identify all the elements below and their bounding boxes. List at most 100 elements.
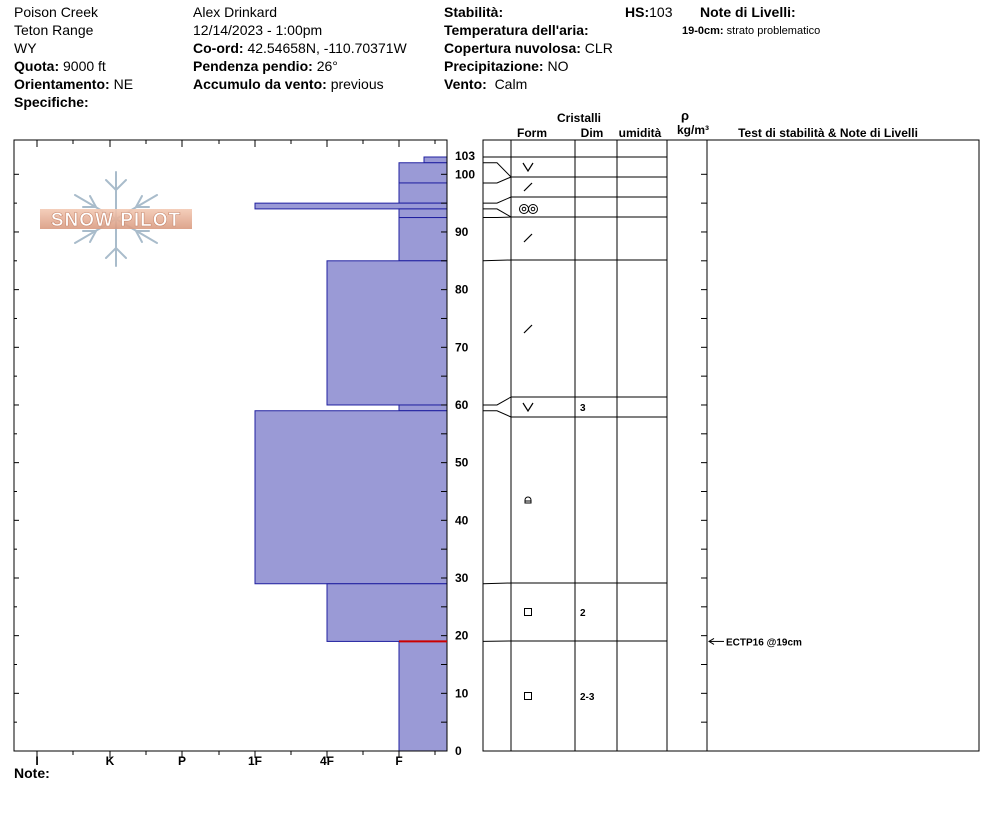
depth-connector	[483, 196, 512, 204]
layer-table: 3 2 2-3 ECTP16 @19cm	[482, 139, 980, 752]
notes-row: Note:	[14, 765, 50, 781]
col-header-crystals: Cristalli	[557, 111, 601, 125]
hardness-label: 4F	[320, 754, 334, 768]
observer: Alex Drinkard	[193, 4, 278, 20]
hardness-label: P	[178, 754, 186, 768]
hardness-bar	[254, 202, 448, 210]
crystal-row: 2-3	[524, 692, 595, 703]
crystal-row: 3	[522, 402, 586, 414]
decomposing-icon	[523, 233, 533, 243]
wind-loading-row: Accumulo da vento: previous	[193, 76, 384, 92]
logo-text: SNOW PILOT	[51, 210, 181, 231]
depth-label: 20	[455, 629, 469, 643]
wind-row: Vento: Calm	[444, 76, 528, 92]
decomposing-icon	[523, 324, 533, 334]
col-header-moisture: umidità	[619, 126, 662, 140]
depth-connector	[483, 208, 512, 218]
layer-note-row: 19-0cm: strato problematico	[682, 22, 820, 40]
depth-connector	[483, 162, 512, 178]
col-header-form: Form	[517, 126, 547, 140]
depth-label: 40	[455, 513, 469, 527]
coord-row: Co-ord: 42.54658N, -110.70371W	[193, 40, 407, 56]
state: WY	[14, 40, 37, 56]
depth-label: 80	[455, 283, 469, 297]
hardness-bars	[254, 156, 448, 752]
layer-notes-title: Note di Livelli:	[700, 4, 796, 20]
depth-label: 60	[455, 398, 469, 412]
graupel-icon	[519, 204, 529, 214]
hardness-label: 1F	[248, 754, 262, 768]
aspect-row: Orientamento: NE	[14, 76, 134, 92]
col-header-dim: Dim	[581, 126, 604, 140]
cloud-value: CLR	[584, 40, 613, 56]
depth-connector	[483, 410, 512, 418]
faceted-icon	[524, 692, 532, 700]
hardness-bar	[398, 217, 448, 262]
crystal-row: 2	[524, 608, 586, 619]
hardness-frame	[13, 139, 448, 752]
depth-axis: 0 10 20 30 40 50 60 70 80 90 100 103	[14, 149, 707, 758]
air-temp-row: Temperatura dell'aria:	[444, 22, 589, 38]
datetime: 12/14/2023 - 1:00pm	[193, 22, 323, 38]
depth-hoar-icon	[522, 162, 534, 173]
crystal-row	[523, 233, 533, 243]
hardness-label: I	[35, 754, 38, 768]
crystal-row	[524, 496, 532, 504]
depth-connector	[482, 582, 512, 585]
layer-boundaries	[482, 156, 667, 642]
slope-row: Pendenza pendio: 26°	[193, 58, 338, 74]
precip-row: Precipitazione: NO	[444, 58, 569, 74]
depth-label: 10	[455, 686, 469, 700]
graupel-icon	[521, 206, 527, 212]
hardness-bar	[398, 182, 448, 204]
location: Poison Creek	[14, 4, 99, 20]
precip-value: NO	[547, 58, 569, 74]
test-label: ECTP16 @19cm	[726, 637, 802, 648]
depth-label: 70	[455, 340, 469, 354]
table-frame	[482, 139, 980, 752]
hardness-label: F	[395, 754, 402, 768]
snowpilot-logo: SNOW PILOT	[40, 171, 192, 267]
range: Teton Range	[14, 22, 94, 38]
test-arrow-head-icon	[708, 637, 715, 645]
layer-note-depth: 19-0cm:	[682, 25, 724, 37]
depth-label: 103	[455, 149, 475, 163]
cloud-row: Copertura nuvolosa: CLR	[444, 40, 613, 56]
depth-label: 0	[455, 744, 462, 758]
hardness-bar	[398, 162, 448, 184]
hardness-bar	[398, 404, 448, 412]
depth-connector	[482, 259, 512, 262]
hardness-bar	[326, 260, 448, 406]
specifics-row: Specifiche:	[14, 94, 89, 110]
mixed-form-icon	[524, 496, 532, 504]
hardness-label: K	[106, 754, 115, 768]
col-header-density-unit: kg/m³	[677, 123, 709, 137]
faceted-icon	[524, 608, 532, 616]
hardness-bar	[423, 156, 448, 164]
depth-label: 50	[455, 456, 469, 470]
layer-note-text: strato problematico	[726, 25, 821, 37]
col-header-rho: ρ	[681, 108, 689, 123]
hs-row: HS:103	[625, 4, 673, 20]
elevation-value: 9000 ft	[63, 58, 106, 74]
logo-band	[40, 209, 192, 229]
depth-label: 90	[455, 225, 469, 239]
graupel-icon	[528, 204, 538, 214]
crystal-size: 2-3	[580, 692, 595, 703]
hardness-ticks: I K P 1F 4F F	[35, 140, 436, 768]
crystal-row	[519, 204, 538, 214]
depth-connector	[483, 176, 512, 184]
crystal-row	[523, 324, 533, 334]
wind-value: Calm	[494, 76, 528, 92]
depth-label: 30	[455, 571, 469, 585]
col-header-tests: Test di stabilità & Note di Livelli	[738, 126, 918, 140]
crystal-size: 2	[580, 608, 586, 619]
hardness-bar	[398, 640, 448, 752]
depth-connector	[483, 396, 512, 406]
hs-value: 103	[649, 4, 673, 20]
stability-row: Stabilità:	[444, 4, 504, 20]
wind-loading-value: previous	[330, 76, 384, 92]
test-marks: ECTP16 @19cm	[708, 637, 802, 648]
crystal-row	[523, 182, 533, 192]
